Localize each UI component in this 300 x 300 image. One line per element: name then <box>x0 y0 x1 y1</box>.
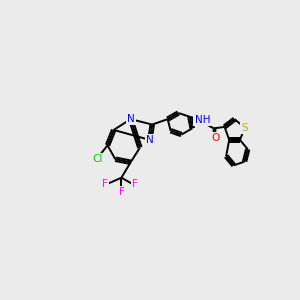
Text: NH: NH <box>194 115 210 125</box>
Text: N: N <box>127 114 134 124</box>
Text: F: F <box>118 187 124 197</box>
Text: F: F <box>102 179 108 189</box>
Text: O: O <box>211 134 220 143</box>
Text: N: N <box>146 135 154 145</box>
Text: F: F <box>132 179 137 189</box>
Text: Cl: Cl <box>92 154 103 164</box>
Text: S: S <box>241 123 248 133</box>
